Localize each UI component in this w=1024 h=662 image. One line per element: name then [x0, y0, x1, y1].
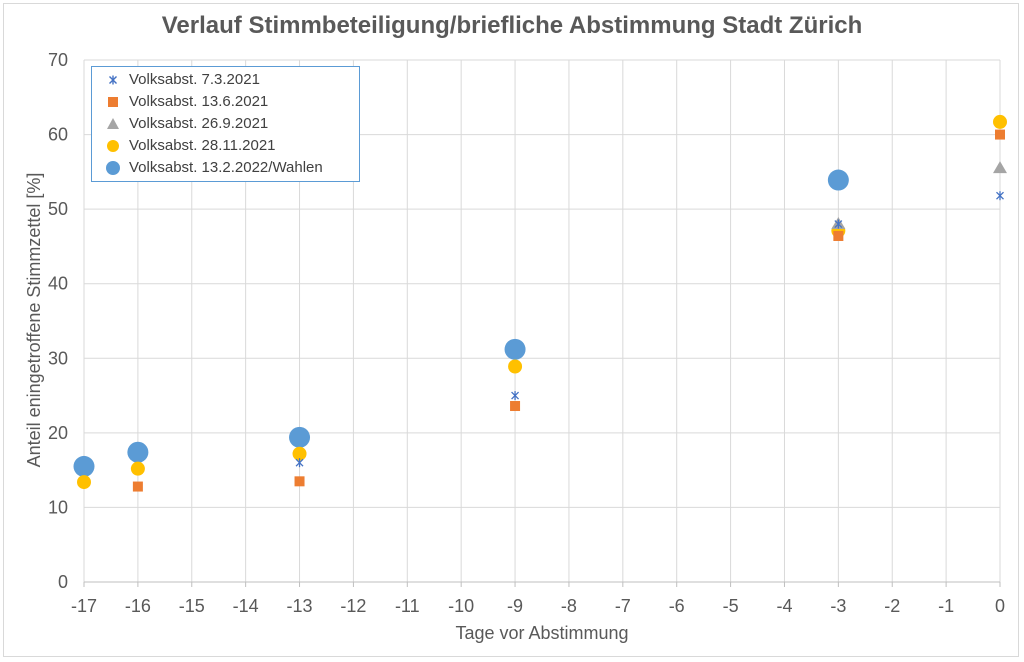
data-point-series-1: [511, 391, 520, 401]
data-point-series-4: [130, 461, 145, 476]
x-tick-label: -9: [507, 596, 523, 616]
circle-marker-icon: [107, 140, 119, 152]
x-tick-label: -14: [233, 596, 259, 616]
legend-label: Volksabst. 26.9.2021: [129, 115, 269, 132]
y-tick-labels: 0 10 20 30 40 50 60 70: [48, 50, 68, 592]
y-tick-label: 20: [48, 423, 68, 443]
legend-item-series-1: Volksabst. 7.3.2021: [92, 69, 359, 91]
x-tick-label: -2: [884, 596, 900, 616]
axes: [83, 581, 1001, 587]
data-point-series-4: [292, 446, 307, 461]
y-tick-label: 30: [48, 348, 68, 368]
legend-item-series-4: Volksabst. 28.11.2021: [92, 135, 359, 157]
x-tick-label: -7: [615, 596, 631, 616]
data-point-series-1: [996, 191, 1004, 201]
legend-label: Volksabst. 7.3.2021: [129, 71, 260, 88]
data-point-series-2: [833, 230, 844, 241]
x-tick-label: 0: [995, 596, 1005, 616]
y-tick-label: 0: [58, 572, 68, 592]
data-point-series-1: [295, 458, 304, 468]
legend-label: Volksabst. 28.11.2021: [129, 137, 276, 154]
big-circle-marker-icon: [106, 161, 120, 175]
data-point-series-3: [993, 161, 1007, 174]
x-axis-title: Tage vor Abstimmung: [455, 623, 628, 643]
triangle-marker-icon: [107, 118, 119, 129]
legend-item-series-5: Volksabst. 13.2.2022/Wahlen: [92, 157, 359, 179]
y-tick-label: 10: [48, 497, 68, 517]
legend-item-series-3: Volksabst. 26.9.2021: [92, 113, 359, 135]
x-tick-label: -4: [776, 596, 792, 616]
legend: Volksabst. 7.3.2021 Volksabst. 13.6.2021…: [91, 66, 360, 182]
data-point-series-5: [827, 169, 849, 191]
x-tick-label: -16: [125, 596, 151, 616]
data-point-series-5: [504, 338, 526, 360]
x-tick-label: -10: [448, 596, 474, 616]
data-point-series-5: [127, 441, 149, 463]
x-tick-labels: -17 -16 -15 -14 -13 -12 -11 -10 -9 -8 -7 -6 -5 -4 -3 -2…: [71, 596, 1005, 616]
x-tick-label: -3: [830, 596, 846, 616]
x-tick-label: -11: [395, 596, 420, 616]
legend-label: Volksabst. 13.6.2021: [129, 93, 269, 110]
y-tick-label: 60: [48, 125, 68, 145]
data-point-series-4: [77, 475, 91, 490]
x-tick-label: -6: [669, 596, 685, 616]
data-point-series-5: [289, 426, 311, 448]
data-point-series-2: [995, 129, 1005, 140]
x-tick-label: -15: [179, 596, 205, 616]
x-tick-label: -12: [340, 596, 366, 616]
x-tick-label: -17: [71, 596, 97, 616]
x-tick-label: -1: [938, 596, 954, 616]
data-point-series-2: [132, 481, 143, 492]
data-point-series-5: [73, 455, 95, 477]
square-marker-icon: [108, 97, 118, 107]
star-marker-icon: [109, 75, 117, 85]
y-tick-label: 70: [48, 50, 68, 70]
y-tick-label: 40: [48, 274, 68, 294]
data-point-series-2: [510, 401, 521, 412]
legend-label: Volksabst. 13.2.2022/Wahlen: [129, 159, 323, 176]
data-points: [73, 114, 1007, 492]
data-point-series-4: [508, 359, 523, 374]
y-axis-title: Anteil eningetroffene Stimmzettel [%]: [24, 173, 44, 468]
x-tick-label: -13: [287, 596, 313, 616]
x-tick-label: -8: [561, 596, 577, 616]
data-point-series-4: [993, 114, 1007, 129]
legend-item-series-2: Volksabst. 13.6.2021: [92, 91, 359, 113]
chart-title: Verlauf Stimmbeteiligung/briefliche Abst…: [161, 12, 863, 39]
data-point-series-2: [294, 476, 305, 487]
x-tick-label: -5: [723, 596, 739, 616]
y-tick-label: 50: [48, 199, 68, 219]
data-point-series-1: [834, 219, 843, 229]
